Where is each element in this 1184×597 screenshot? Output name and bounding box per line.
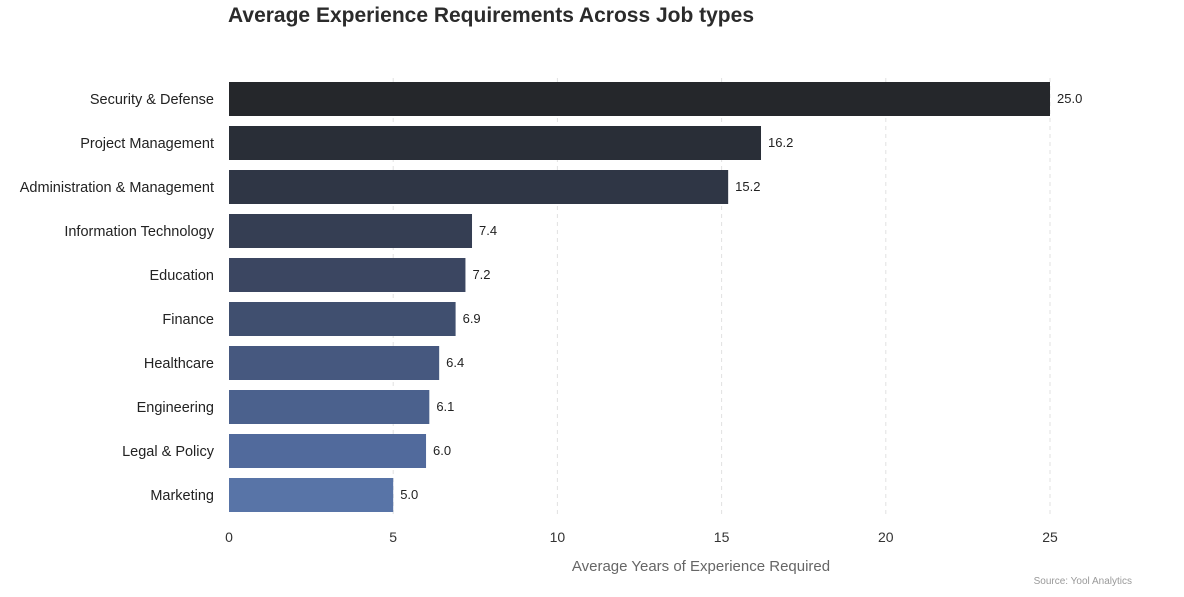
category-label: Information Technology — [64, 224, 214, 240]
chart-title: Average Experience Requirements Across J… — [228, 4, 754, 27]
bar-value-label: 25.0 — [1057, 91, 1082, 106]
category-label: Healthcare — [144, 356, 214, 372]
value-labels: 25.0 16.2 15.2 7.4 7.2 6.9 6.4 6.1 6.0 5.0 — [400, 91, 1082, 502]
category-labels: Security & Defense Project Management Admi… — [20, 92, 215, 504]
bar-value-label: 5.0 — [400, 487, 418, 502]
category-label: Legal & Policy — [122, 444, 215, 460]
bar-value-label: 6.0 — [433, 443, 451, 458]
source-note: Source: Yool Analytics — [1033, 576, 1132, 587]
bar-value-label: 7.4 — [479, 223, 497, 238]
bar-value-label: 6.4 — [446, 355, 464, 370]
bar — [229, 390, 430, 424]
category-label: Project Management — [80, 136, 214, 152]
category-label: Engineering — [137, 400, 214, 416]
bar — [229, 170, 729, 204]
category-label: Finance — [162, 312, 214, 328]
category-label: Marketing — [150, 488, 214, 504]
category-label: Security & Defense — [90, 92, 214, 108]
bar — [229, 302, 456, 336]
x-tick-label: 5 — [389, 529, 397, 545]
bar — [229, 82, 1050, 116]
category-label: Education — [150, 268, 215, 284]
x-tick-label: 0 — [225, 529, 233, 545]
bar — [229, 258, 466, 292]
category-label: Administration & Management — [20, 180, 214, 196]
x-tick-label: 20 — [878, 529, 894, 545]
bar-value-label: 15.2 — [735, 179, 760, 194]
x-tick-label: 10 — [550, 529, 566, 545]
x-tick-label: 15 — [714, 529, 730, 545]
bar — [229, 214, 473, 248]
bar — [229, 478, 394, 512]
bar — [229, 434, 427, 468]
bar-value-label: 6.1 — [436, 399, 454, 414]
bar — [229, 126, 762, 160]
bar — [229, 346, 440, 380]
bar-value-label: 6.9 — [463, 311, 481, 326]
x-axis-ticks: 0 5 10 15 20 25 — [225, 529, 1058, 545]
bar-value-label: 16.2 — [768, 135, 793, 150]
x-axis-label: Average Years of Experience Required — [572, 558, 830, 575]
bars — [229, 82, 1050, 512]
bar-value-label: 7.2 — [472, 267, 490, 282]
x-tick-label: 25 — [1042, 529, 1058, 545]
